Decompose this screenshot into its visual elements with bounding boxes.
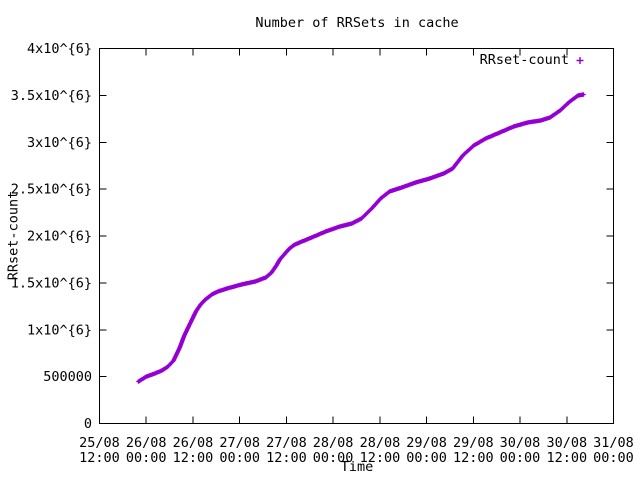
x-tick-label-date: 31/08 <box>593 435 634 451</box>
x-tick-label-date: 27/08 <box>219 435 260 451</box>
legend-label: RRset-count <box>479 52 569 68</box>
x-tick-label-date: 26/08 <box>173 435 214 451</box>
x-tick-label-date: 30/08 <box>546 435 587 451</box>
y-tick-label: 3x10^{6} <box>27 135 92 151</box>
series-rrset-count <box>136 92 586 384</box>
x-tick-label-date: 28/08 <box>360 435 401 451</box>
x-tick-label-date: 29/08 <box>453 435 494 451</box>
x-tick-label-time: 12:00 <box>546 450 587 466</box>
x-tick-label-time: 12:00 <box>360 450 401 466</box>
x-tick-label-time: 00:00 <box>500 450 541 466</box>
y-tick-label: 1x10^{6} <box>27 322 92 338</box>
x-tick-label-time: 00:00 <box>406 450 447 466</box>
x-tick-label-date: 27/08 <box>266 435 307 451</box>
legend-plus-marker-icon <box>576 57 584 64</box>
y-tick-label: 3.5x10^{6} <box>11 88 92 104</box>
x-tick-label-time: 00:00 <box>126 450 167 466</box>
x-tick-label-time: 00:00 <box>313 450 354 466</box>
x-tick-label-date: 28/08 <box>313 435 354 451</box>
y-tick-label: 500000 <box>43 369 92 385</box>
x-tick-label-date: 26/08 <box>126 435 167 451</box>
chart-title: Number of RRSets in cache <box>255 15 459 31</box>
x-tick-label-date: 25/08 <box>79 435 120 451</box>
x-tick-label-time: 00:00 <box>593 450 634 466</box>
y-tick-label: 0 <box>84 416 92 432</box>
x-tick-label-time: 12:00 <box>266 450 307 466</box>
y-tick-label: 2x10^{6} <box>27 229 92 245</box>
y-tick-label: 4x10^{6} <box>27 41 92 57</box>
x-tick-label-time: 12:00 <box>173 450 214 466</box>
x-axis-title: Time <box>340 459 374 475</box>
x-tick-label-date: 30/08 <box>500 435 541 451</box>
x-tick-label-time: 12:00 <box>79 450 120 466</box>
y-axis-title: RRset-count <box>5 190 22 281</box>
x-tick-label-time: 12:00 <box>453 450 494 466</box>
x-tick-label-date: 29/08 <box>406 435 447 451</box>
plot-border <box>99 48 614 424</box>
x-tick-label-time: 00:00 <box>219 450 260 466</box>
y-tick-label: 2.5x10^{6} <box>11 182 92 198</box>
y-tick-label: 1.5x10^{6} <box>11 275 92 291</box>
